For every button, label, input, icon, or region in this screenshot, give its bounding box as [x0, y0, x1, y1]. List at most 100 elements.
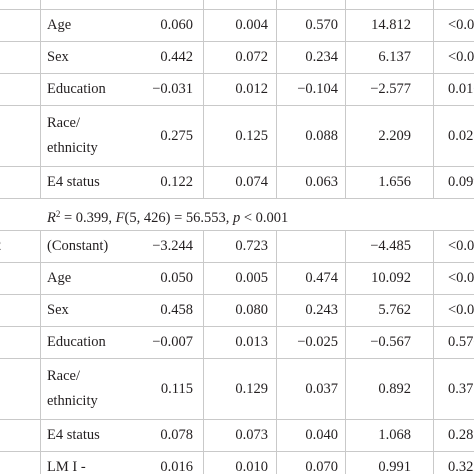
cell-value: 0.028	[448, 127, 474, 144]
column-border	[433, 73, 434, 105]
cell-value: 0.115	[160, 380, 193, 397]
column-border	[276, 358, 277, 419]
column-border	[40, 358, 41, 419]
column-border	[276, 105, 277, 166]
column-border	[345, 419, 346, 451]
cell-value: 0.070	[305, 459, 338, 474]
row-border	[0, 9, 474, 10]
column-border	[345, 326, 346, 358]
column-border	[433, 0, 434, 9]
cell-value: 0.010	[448, 81, 474, 97]
cell-value: −3.244	[152, 238, 193, 254]
row-border	[0, 230, 474, 231]
column-border	[276, 0, 277, 9]
row-border	[0, 73, 474, 74]
variable-name: E4 status	[47, 427, 100, 443]
summary-part: p	[233, 210, 241, 226]
column-border	[40, 73, 41, 105]
column-border	[203, 166, 204, 198]
cell-value: 1.068	[378, 427, 411, 443]
model-summary: R2 = 0.399, F(5, 426) = 56.553, p < 0.00…	[47, 206, 288, 226]
cell-value: 0.125	[235, 127, 268, 144]
cell-value: 0.016	[160, 459, 193, 474]
cell-value: 0.080	[235, 302, 268, 318]
row-border	[0, 451, 474, 452]
column-border	[276, 451, 277, 474]
column-border	[40, 0, 41, 9]
column-border	[203, 358, 204, 419]
summary-part: (5, 426) = 56.553,	[124, 210, 233, 226]
column-border	[40, 166, 41, 198]
summary-part: = 0.399,	[60, 210, 116, 226]
column-border	[40, 41, 41, 73]
cell-value: 0.892	[378, 380, 411, 397]
column-border	[433, 9, 434, 41]
column-border	[433, 358, 434, 419]
column-border	[433, 105, 434, 166]
variable-name: Education	[47, 81, 106, 97]
column-border	[433, 419, 434, 451]
column-border	[40, 262, 41, 294]
cell-value: 0.570	[448, 334, 474, 350]
column-border	[276, 262, 277, 294]
variable-name: LM I -	[47, 459, 86, 474]
cell-value: 0.060	[160, 17, 193, 33]
cell-value: 1.656	[378, 174, 411, 190]
row-border	[0, 419, 474, 420]
cell-value: −4.485	[370, 238, 411, 254]
cell-value: 0.458	[160, 302, 193, 318]
column-border	[203, 230, 204, 262]
column-border	[40, 326, 41, 358]
variable-name: (Constant)	[47, 238, 109, 254]
cell-value: 5.762	[378, 302, 411, 318]
column-border	[345, 105, 346, 166]
cell-value: 0.013	[235, 334, 268, 350]
column-border	[433, 41, 434, 73]
variable-name: Sex	[47, 49, 69, 65]
column-border	[203, 0, 204, 9]
column-border	[345, 451, 346, 474]
column-border	[433, 451, 434, 474]
cell-value: 0.040	[305, 427, 338, 443]
cell-value: 0.723	[235, 238, 268, 254]
column-border	[276, 326, 277, 358]
column-border	[345, 358, 346, 419]
cell-value: 0.050	[160, 270, 193, 286]
column-border	[345, 230, 346, 262]
cell-value: 0.010	[235, 459, 268, 474]
variable-name: Age	[47, 270, 72, 286]
cell-value: 0.099	[448, 174, 474, 190]
variable-name: ethnicity	[47, 140, 98, 156]
column-border	[345, 0, 346, 9]
variable-name: Education	[47, 334, 106, 350]
column-border	[203, 9, 204, 41]
cell-value: <0.001	[448, 302, 474, 318]
summary-part: < 0.001	[240, 210, 289, 226]
column-border	[276, 294, 277, 326]
cell-value: −0.104	[297, 81, 338, 97]
summary-part: 2	[55, 209, 61, 219]
variable-name: Race/	[47, 115, 81, 131]
column-border	[345, 166, 346, 198]
cell-value: −0.025	[297, 334, 338, 350]
cell-value: 2.209	[378, 127, 411, 144]
row-border	[0, 358, 474, 359]
cell-value: 0.275	[160, 127, 193, 144]
cell-value: 0.323	[448, 459, 474, 474]
summary-part: F	[115, 210, 125, 226]
cell-value: 0.088	[305, 127, 338, 144]
column-border	[276, 230, 277, 262]
row-border	[0, 166, 474, 167]
column-border	[40, 294, 41, 326]
cell-value: 14.812	[371, 17, 411, 33]
cell-value: 0.243	[305, 302, 338, 318]
cell-value: <0.001	[448, 49, 474, 65]
column-border	[203, 105, 204, 166]
cell-value: 0.074	[235, 174, 268, 190]
cell-value: 10.092	[371, 270, 411, 286]
cell-value: 0.129	[235, 380, 268, 397]
row-border	[0, 294, 474, 295]
column-border	[40, 419, 41, 451]
column-border	[203, 262, 204, 294]
